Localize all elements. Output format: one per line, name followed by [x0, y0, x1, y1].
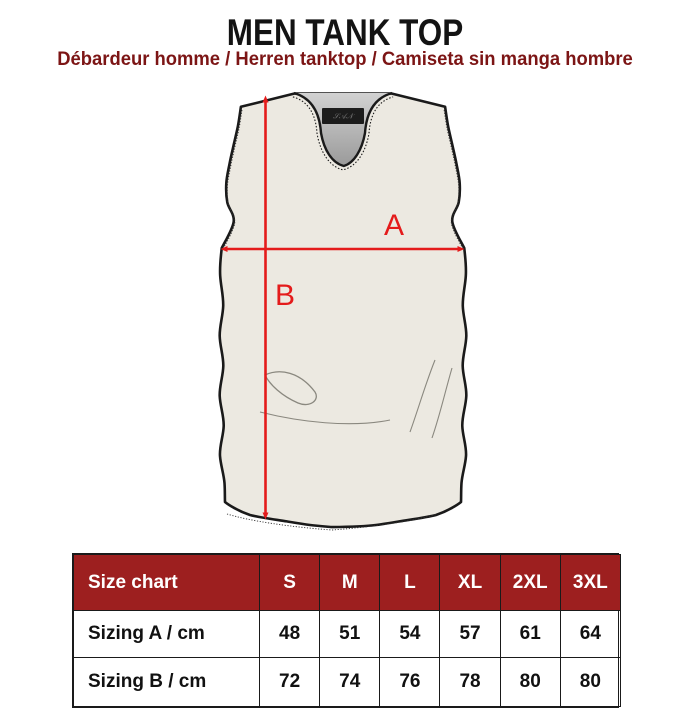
svg-text:A: A [384, 209, 404, 242]
svg-text:B: B [275, 279, 295, 312]
svg-text:𝒮𝒜𝒩: 𝒮𝒜𝒩 [333, 112, 356, 121]
